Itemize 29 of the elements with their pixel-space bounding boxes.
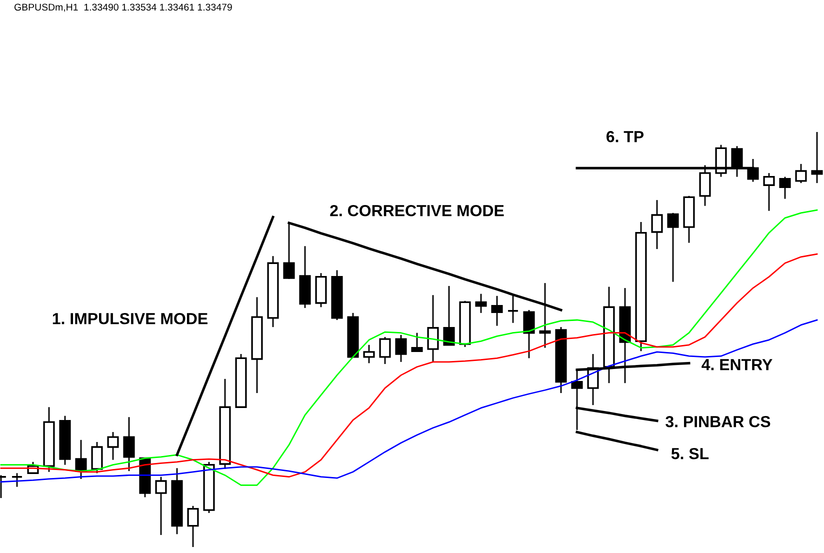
candlestick xyxy=(155,476,167,536)
candlestick xyxy=(363,344,375,364)
candlestick xyxy=(91,441,103,474)
annotation: 3. PINBAR CS xyxy=(666,416,770,428)
candlestick xyxy=(475,293,487,314)
candlestick xyxy=(651,199,663,250)
candlestick xyxy=(443,285,455,346)
candlestick xyxy=(427,294,439,363)
candlestick xyxy=(123,416,135,472)
candlestick xyxy=(75,439,87,480)
candlestick xyxy=(779,176,791,200)
candlestick xyxy=(811,131,823,184)
annotation: 1. IMPULSIVE MODE xyxy=(52,312,208,324)
candlestick xyxy=(667,212,679,283)
candlestick xyxy=(411,332,423,352)
candlestick xyxy=(523,309,535,359)
candlestick xyxy=(795,163,807,184)
annotation: 6. TP xyxy=(606,130,644,142)
candlestick xyxy=(763,172,775,212)
candlestick xyxy=(11,472,23,488)
candlestick xyxy=(187,505,199,548)
candlestick xyxy=(379,336,391,365)
candlestick xyxy=(107,431,119,461)
candlestick xyxy=(491,295,503,326)
annotation: 4. ENTRY xyxy=(702,359,772,370)
annotation: 2. CORRECTIVE MODE xyxy=(330,204,504,216)
annotation: 5. SL xyxy=(671,448,709,460)
candlestick xyxy=(395,334,407,363)
chart-title: GBPUSDm,H1 1.33490 1.33534 1.33461 1.33479 xyxy=(14,4,232,12)
